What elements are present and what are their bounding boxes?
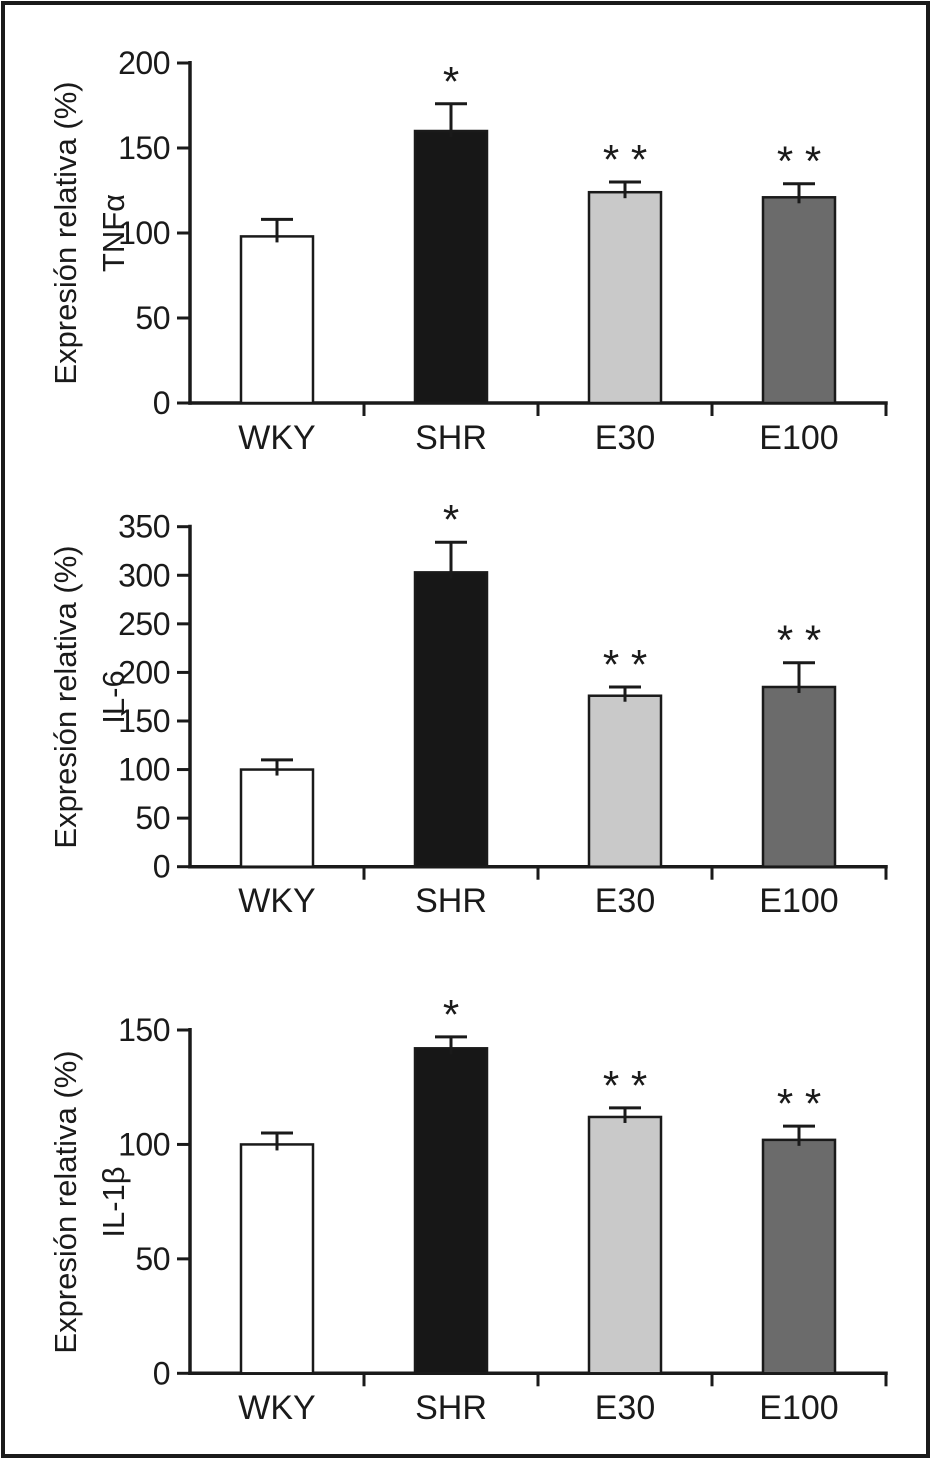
significance-marker-e100: * * (777, 1080, 821, 1127)
significance-marker-shr: * (443, 496, 459, 543)
y-axis-label-line2: IL-1β (96, 1166, 131, 1237)
x-category-label-shr: SHR (415, 419, 487, 457)
significance-marker-e30: * * (603, 136, 647, 183)
x-category-label-e100: E100 (759, 882, 838, 920)
y-tick-label: 300 (118, 557, 170, 593)
y-axis-label-line1: Expresión relativa (%) (48, 81, 83, 384)
y-axis-label-line2: TNFα (96, 194, 131, 272)
y-tick-label: 50 (135, 1241, 170, 1277)
chart-il1b: 0 50 100 150 WKY * SHR * * E30 * * E100 Expresión r… (0, 973, 931, 1459)
y-tick-label: 150 (118, 703, 170, 739)
y-tick-label: 100 (118, 1126, 170, 1162)
x-category-label-wky: WKY (238, 419, 315, 457)
x-category-label-wky: WKY (238, 1389, 315, 1427)
bar-e30 (587, 694, 663, 868)
y-axis-label-line2: IL-6 (96, 670, 131, 723)
x-category-label-e30: E30 (595, 419, 656, 457)
y-tick-label: 100 (118, 752, 170, 788)
x-category-label-e100: E100 (759, 1389, 838, 1427)
chart-il6-svg: 0 50 100 150 200 250 300 350 WKY * SHR * * E30 * * E10… (48, 496, 888, 920)
chart-il6: 0 50 100 150 200 250 300 350 WKY * SHR * * E30 * * E10… (0, 487, 931, 973)
y-tick-label: 350 (118, 509, 170, 545)
bar-e100 (761, 1138, 837, 1375)
y-tick-label: 250 (118, 606, 170, 642)
chart-tnfa: 0 50 100 150 200 WKY * SHR * * E30 * * E100 Expresió… (0, 0, 931, 487)
bar-e100 (761, 685, 837, 868)
y-tick-label: 200 (118, 654, 170, 690)
bar-wky (239, 768, 315, 868)
y-tick-label: 200 (118, 45, 170, 81)
y-tick-label: 150 (118, 130, 170, 166)
y-tick-label: 0 (153, 385, 170, 421)
y-axis-label-line1: Expresión relativa (%) (48, 1050, 83, 1353)
bar-e100 (761, 196, 837, 405)
y-tick-label: 100 (118, 215, 170, 251)
bar-e30 (587, 1115, 663, 1375)
chart-tnfa-svg: 0 50 100 150 200 WKY * SHR * * E30 * * E100 Expresió… (48, 45, 888, 457)
y-tick-label: 50 (135, 800, 170, 836)
bar-wky (239, 235, 315, 405)
significance-marker-e100: * * (777, 617, 821, 664)
significance-marker-e30: * * (603, 641, 647, 688)
bar-shr (413, 129, 489, 405)
significance-marker-shr: * (443, 991, 459, 1038)
bar-e30 (587, 190, 663, 405)
y-tick-label: 0 (153, 849, 170, 885)
y-axis-label-line1: Expresión relativa (%) (48, 545, 83, 848)
y-tick-label: 150 (118, 1012, 170, 1048)
x-category-label-shr: SHR (415, 882, 487, 920)
x-category-label-e100: E100 (759, 419, 838, 457)
significance-marker-e30: * * (603, 1062, 647, 1109)
x-category-label-e30: E30 (595, 882, 656, 920)
bar-wky (239, 1143, 315, 1375)
x-category-label-shr: SHR (415, 1389, 487, 1427)
y-tick-label: 50 (135, 300, 170, 336)
chart-il1b-svg: 0 50 100 150 WKY * SHR * * E30 * * E100 Expresión r… (48, 991, 888, 1427)
bar-shr (413, 1047, 489, 1375)
significance-marker-shr: * (443, 58, 459, 105)
y-tick-label: 0 (153, 1355, 170, 1391)
significance-marker-e100: * * (777, 138, 821, 185)
bar-shr (413, 571, 489, 868)
x-category-label-wky: WKY (238, 882, 315, 920)
x-category-label-e30: E30 (595, 1389, 656, 1427)
